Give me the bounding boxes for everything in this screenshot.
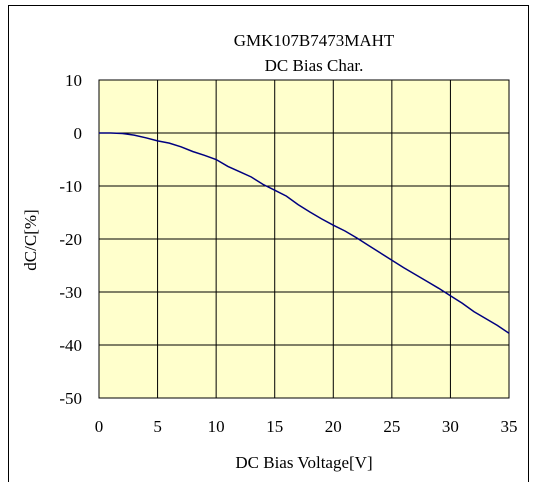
y-tick-label: -30 [59, 283, 82, 302]
x-tick-label: 35 [501, 417, 518, 436]
x-tick-label: 15 [266, 417, 283, 436]
y-tick-label: 0 [74, 124, 83, 143]
x-tick-label: 30 [442, 417, 459, 436]
tick-labels: 0 5 10 15 20 25 30 35 10 0 -10 -20 -30 -40 -50 [59, 71, 517, 436]
series-line [99, 132, 510, 334]
chart-subtitle: DC Bias Char. [265, 56, 364, 75]
x-tick-label: 25 [383, 417, 400, 436]
y-axis-label: dC/C[%] [21, 209, 40, 270]
x-tick-label: 0 [95, 417, 104, 436]
x-tick-label: 5 [153, 417, 162, 436]
chart-title: GMK107B7473MAHT [234, 31, 395, 50]
y-tick-label: -50 [59, 389, 82, 408]
y-tick-label: 10 [65, 71, 82, 90]
y-tick-label: -10 [59, 177, 82, 196]
x-tick-label: 10 [208, 417, 225, 436]
grid [98, 79, 510, 399]
x-tick-label: 20 [325, 417, 342, 436]
y-tick-label: -40 [59, 336, 82, 355]
y-tick-label: -20 [59, 230, 82, 249]
x-axis-label: DC Bias Voltage[V] [235, 453, 372, 472]
